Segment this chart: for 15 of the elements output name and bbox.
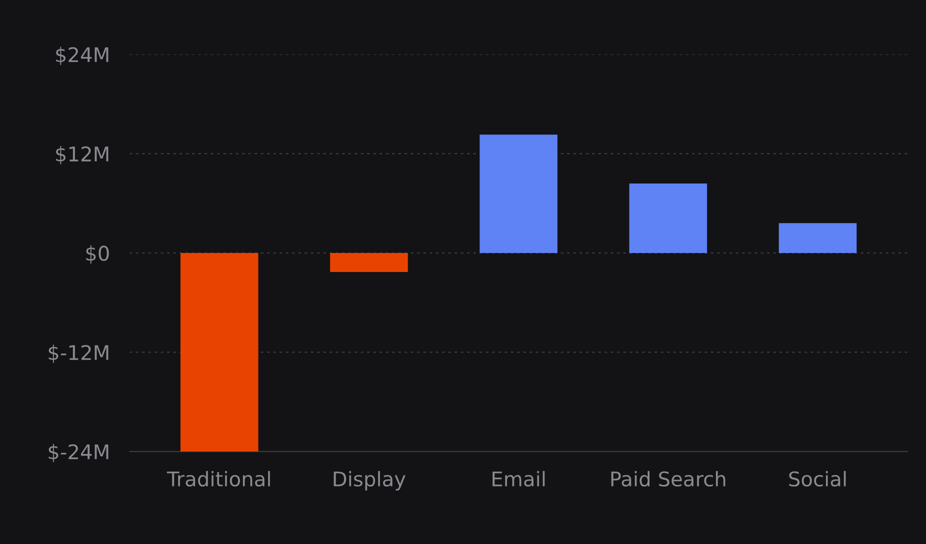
- bar: [629, 183, 708, 253]
- y-tick-label: $-12M: [48, 344, 108, 363]
- x-tick-label: Social: [789, 470, 846, 487]
- y-tick-label: $-24M: [48, 444, 108, 462]
- y-tick-label: $24M: [56, 46, 108, 66]
- bar: [180, 252, 258, 452]
- y-tick-label: $12M: [56, 146, 108, 164]
- x-tick-label: Traditional: [166, 470, 270, 487]
- x-tick-label: Email: [492, 470, 545, 487]
- x-tick-label: Paid Search: [611, 470, 726, 487]
- bar: [330, 252, 408, 272]
- bar: [778, 223, 857, 253]
- y-tick-label: $0: [86, 245, 109, 264]
- x-tick-label: Display: [334, 470, 406, 490]
- bar: [480, 134, 558, 253]
